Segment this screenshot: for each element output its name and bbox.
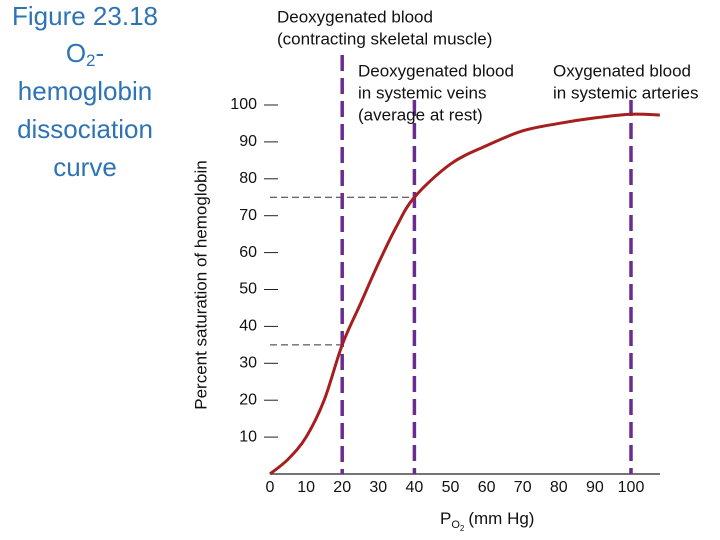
y-tick-label: 50	[239, 281, 257, 298]
y-tick-label: 100	[230, 96, 257, 113]
marker-label: Deoxygenated blood	[358, 61, 514, 80]
y-tick-label: 80	[239, 170, 257, 187]
y-tick-label: 90	[239, 133, 257, 150]
marker-label: Deoxygenated blood	[277, 7, 433, 26]
y-tick-label: 40	[239, 318, 257, 335]
x-tick-label: 70	[514, 479, 532, 496]
marker-label: (average at rest)	[358, 105, 483, 124]
y-tick-label: 30	[239, 355, 257, 372]
y-tick-label: 70	[239, 207, 257, 224]
x-axis-label: PO2(mm Hg)	[440, 509, 534, 533]
x-label-sub: O	[451, 519, 460, 531]
slide-title: Figure 23.18	[12, 1, 158, 31]
marker-label: (contracting skeletal muscle)	[277, 29, 492, 48]
x-tick-label: 80	[550, 479, 568, 496]
marker-label: in systemic veins	[358, 83, 486, 102]
x-tick-label: 50	[442, 479, 460, 496]
x-tick-label: 40	[406, 479, 424, 496]
formula-subscript: 2	[86, 51, 95, 70]
x-label-subsub: 2	[460, 524, 465, 533]
x-tick-label: 90	[586, 479, 604, 496]
x-tick-label: 100	[618, 479, 645, 496]
slide-title: O2-	[66, 38, 104, 71]
marker-label: Oxygenated blood	[553, 61, 691, 80]
x-tick-label: 20	[333, 479, 351, 496]
x-label-main: P	[440, 509, 451, 528]
y-tick-label: 60	[239, 244, 257, 261]
formula: O	[66, 38, 86, 68]
x-tick-label: 30	[369, 479, 387, 496]
x-label-unit: (mm Hg)	[468, 509, 534, 528]
slide-title: curve	[53, 152, 117, 182]
x-tick-label: 10	[297, 479, 315, 496]
x-tick-label: 0	[266, 479, 275, 496]
curve	[269, 112, 660, 476]
marker-label: in systemic arteries	[553, 83, 698, 102]
y-tick-label: 20	[239, 391, 257, 408]
y-tick-label: 10	[239, 428, 257, 445]
slide-title: dissociation	[17, 114, 153, 144]
x-tick-label: 60	[478, 479, 496, 496]
formula-suffix: -	[96, 38, 105, 68]
slide-title: hemoglobin	[18, 76, 152, 106]
y-axis-label: Percent saturation of hemoglobin	[191, 160, 210, 410]
